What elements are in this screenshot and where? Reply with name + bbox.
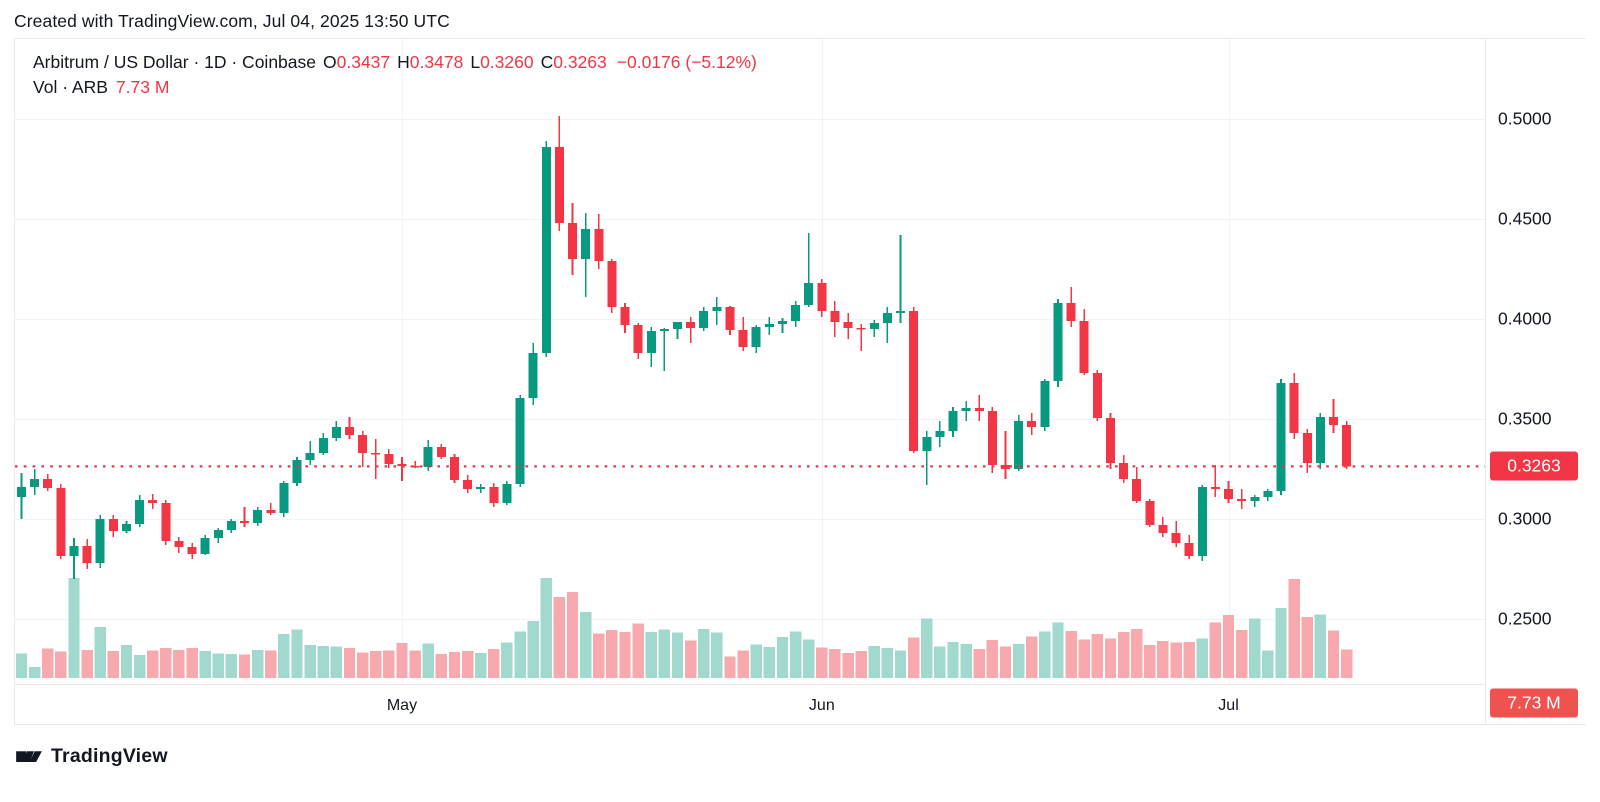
price-axis-tick: 0.2500	[1498, 608, 1552, 629]
tradingview-brand-text: TradingView	[51, 745, 168, 767]
time-axis-tick: Jun	[808, 697, 835, 714]
created-with-attribution: Created with TradingView.com, Jul 04, 20…	[14, 11, 450, 31]
price-axis-tick: 0.4000	[1498, 308, 1552, 329]
time-axis[interactable]: May Jun Jul	[15, 684, 1485, 724]
price-axis-tick: 0.3000	[1498, 508, 1552, 529]
last-price-badge: 0.3263	[1490, 451, 1578, 481]
tradingview-brand: TradingView	[16, 745, 168, 768]
last-price-line	[15, 465, 1485, 468]
price-axis-tick: 0.4500	[1498, 208, 1552, 229]
volume-value-badge: 7.73 M	[1490, 688, 1578, 718]
candlestick-series	[17, 116, 1352, 579]
volume-series	[15, 578, 1353, 678]
price-axis-tick: 0.3500	[1498, 408, 1552, 429]
time-axis-tick: May	[386, 697, 418, 714]
chart-panel: Arbitrum / US Dollar · 1D · Coinbase O0.3…	[14, 38, 1586, 725]
time-axis-tick: Jul	[1218, 697, 1239, 714]
price-axis-tick: 0.5000	[1498, 108, 1552, 129]
chart-plot-area[interactable]	[15, 39, 1485, 684]
price-axis[interactable]: 0.3263 7.73 M 0.5000 0.4500 0.4000 0.3500 0.…	[1485, 39, 1586, 724]
tradingview-logo-icon	[16, 750, 42, 762]
